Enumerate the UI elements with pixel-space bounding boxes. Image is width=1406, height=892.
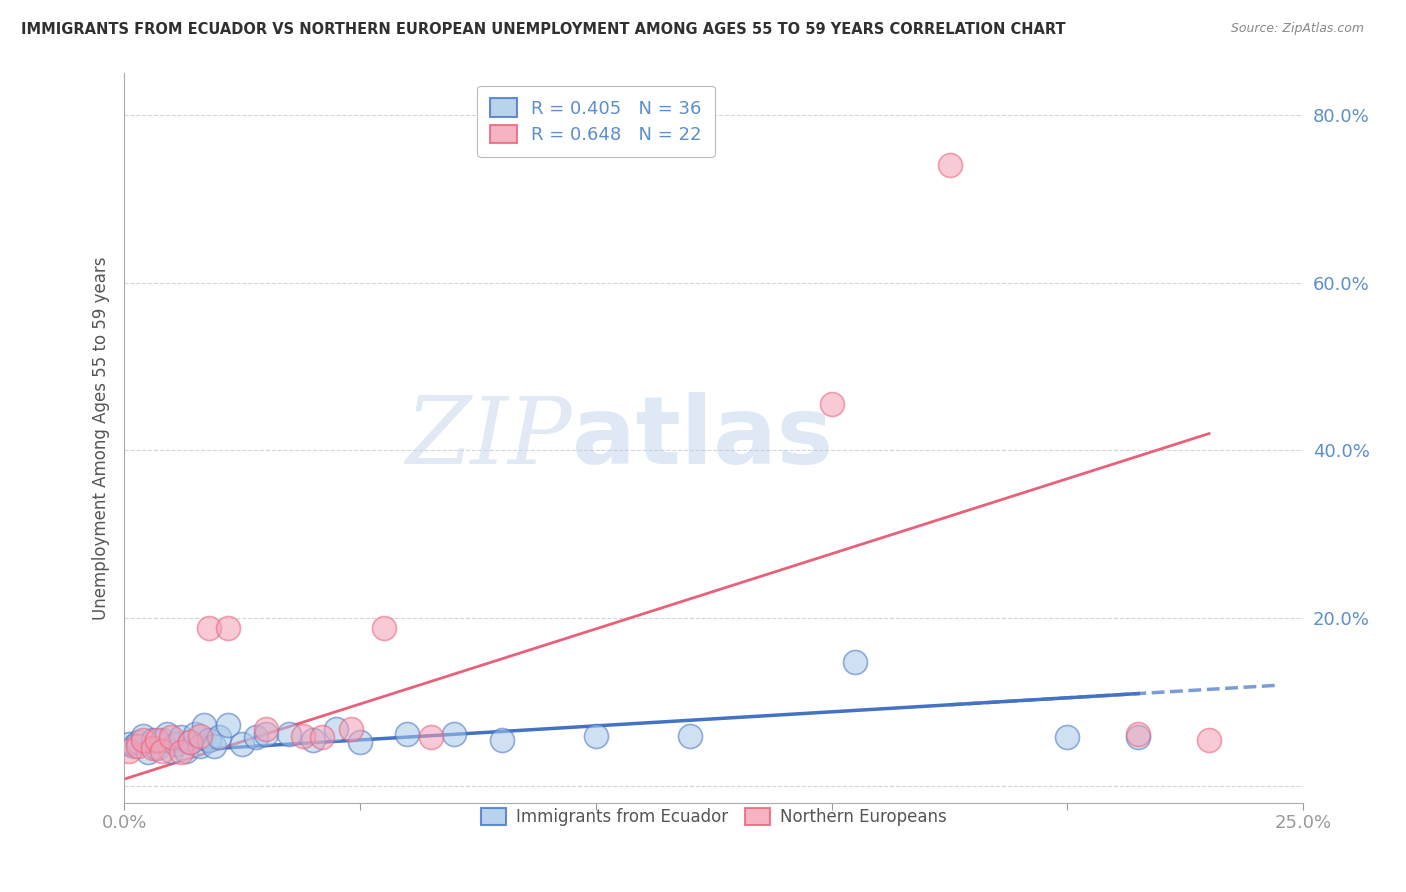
Point: [146, 732, 169, 747]
Point: [491, 732, 513, 747]
Point: [118, 743, 141, 757]
Point: [132, 732, 155, 747]
Point: [156, 727, 179, 741]
Point: [127, 739, 149, 753]
Point: [150, 732, 173, 747]
Point: [396, 727, 419, 741]
Point: [207, 730, 229, 744]
Point: [179, 735, 201, 749]
Point: [339, 722, 361, 736]
Point: [136, 745, 159, 759]
Point: [217, 718, 239, 732]
Point: [198, 732, 221, 747]
Point: [821, 397, 844, 411]
Text: IMMIGRANTS FROM ECUADOR VS NORTHERN EUROPEAN UNEMPLOYMENT AMONG AGES 55 TO 59 YE: IMMIGRANTS FROM ECUADOR VS NORTHERN EURO…: [21, 22, 1066, 37]
Point: [443, 727, 465, 741]
Point: [302, 732, 325, 747]
Point: [188, 729, 211, 743]
Point: [349, 735, 371, 749]
Point: [938, 158, 960, 172]
Point: [254, 722, 277, 736]
Point: [217, 621, 239, 635]
Point: [188, 739, 211, 753]
Point: [193, 718, 215, 732]
Point: [1128, 730, 1150, 744]
Point: [278, 727, 301, 741]
Point: [141, 741, 163, 756]
Point: [325, 722, 347, 736]
Y-axis label: Unemployment Among Ages 55 to 59 years: Unemployment Among Ages 55 to 59 years: [93, 256, 110, 620]
Point: [141, 732, 163, 747]
Legend: Immigrants from Ecuador, Northern Europeans: Immigrants from Ecuador, Northern Europe…: [472, 799, 955, 834]
Point: [118, 737, 141, 751]
Point: [373, 621, 395, 635]
Point: [165, 737, 187, 751]
Text: atlas: atlas: [572, 392, 834, 483]
Point: [202, 739, 225, 753]
Point: [132, 729, 155, 743]
Point: [585, 729, 607, 743]
Point: [170, 730, 193, 744]
Point: [679, 729, 702, 743]
Point: [122, 739, 145, 753]
Point: [150, 743, 173, 757]
Point: [146, 741, 169, 756]
Point: [170, 745, 193, 759]
Point: [198, 621, 221, 635]
Point: [1128, 727, 1150, 741]
Text: ZIP: ZIP: [406, 392, 572, 483]
Point: [1198, 732, 1220, 747]
Point: [231, 737, 253, 751]
Point: [174, 743, 197, 757]
Point: [127, 735, 149, 749]
Point: [419, 730, 441, 744]
Text: Source: ZipAtlas.com: Source: ZipAtlas.com: [1230, 22, 1364, 36]
Point: [844, 655, 866, 669]
Point: [292, 729, 315, 743]
Point: [179, 735, 201, 749]
Point: [311, 730, 333, 744]
Point: [160, 743, 183, 757]
Point: [160, 730, 183, 744]
Point: [1056, 730, 1078, 744]
Point: [254, 727, 277, 741]
Point: [184, 727, 207, 741]
Point: [245, 730, 267, 744]
